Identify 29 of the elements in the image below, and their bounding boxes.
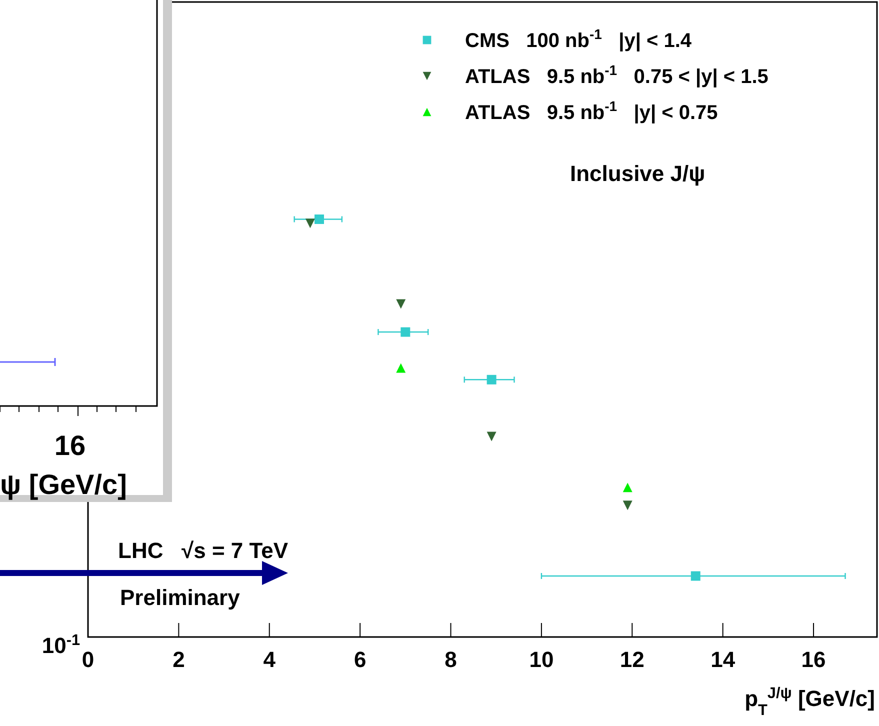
x-tick-label: 14 (710, 647, 736, 672)
point (400, 327, 410, 337)
x-tick-label: 12 (620, 647, 644, 672)
x-tick-label: 6 (354, 647, 366, 672)
point (622, 500, 632, 510)
x-tick-label: 2 (172, 647, 185, 672)
point (622, 482, 632, 492)
text: Inclusive J/ψ (570, 161, 706, 186)
point (396, 363, 406, 373)
point (314, 214, 324, 224)
x-tick-label: 10 (529, 647, 554, 672)
annotation: ψ [GeV/c] (0, 469, 127, 500)
x-tick-label: 4 (263, 647, 276, 672)
x-tick-label: 8 (444, 647, 457, 672)
point (305, 218, 315, 228)
text: 10$^{-1}$ (42, 632, 80, 658)
legend-label: CMS 100 nb$^{-1}$ |y| < 1.4 (465, 26, 692, 52)
x-tick-label: 0 (82, 647, 94, 672)
annotation: LHC √s = 7 TeV (118, 538, 288, 563)
text: 16 (54, 430, 86, 461)
annotation: Preliminary (120, 585, 241, 610)
x-axis-title: p$_{T}$$^{J/ψ}$ [GeV/c] (744, 684, 875, 718)
legend-label: ATLAS 9.5 nb$^{-1}$ |y| < 0.75 (465, 98, 718, 124)
legend-label: ATLAS 9.5 nb$^{-1}$ 0.75 < |y| < 1.5 (465, 62, 768, 88)
point (690, 571, 700, 581)
x-tick-label: 16 (801, 647, 826, 672)
point (486, 374, 496, 384)
point (396, 299, 406, 309)
point (486, 432, 496, 442)
